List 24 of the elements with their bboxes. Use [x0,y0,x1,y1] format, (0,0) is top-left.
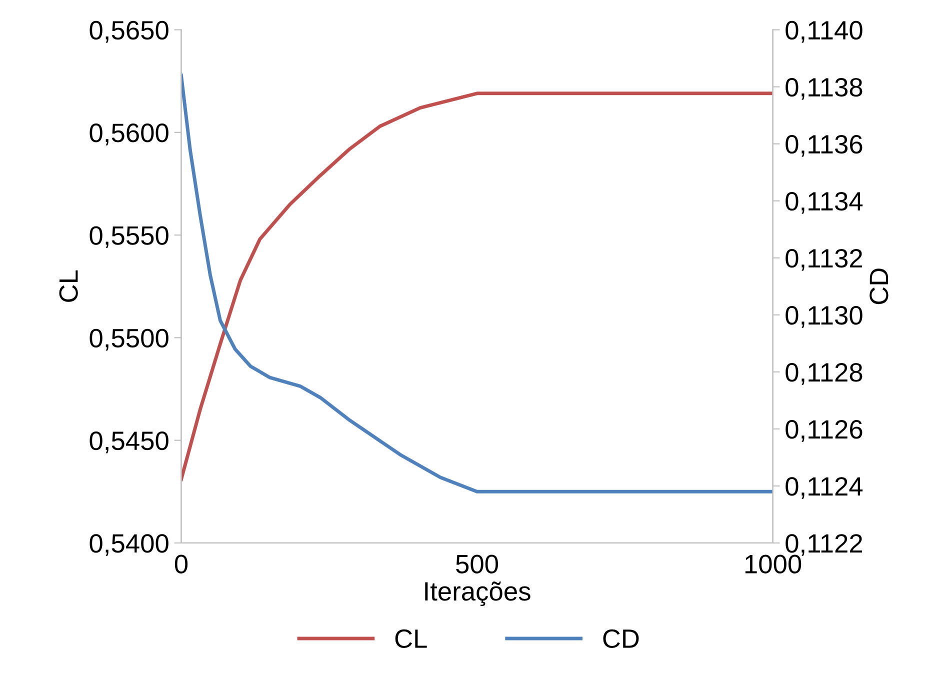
x-tick-label: 500 [456,554,498,574]
y-tick-label: 0,5650 [90,20,168,43]
y2-tick-label: 0,1130 [786,306,862,328]
y2-tick-label: 0,1126 [786,420,862,442]
y-tick-label: 0,5550 [90,226,168,248]
y2-tick-label: 0,1124 [786,477,863,499]
y2-axis-title: CD [870,268,888,304]
x-tick-label: 1000 [745,554,802,574]
y2-tick-label: 0,1136 [786,134,862,157]
legend-label: CD [603,629,639,648]
y2-tick-label: 0,1128 [786,363,862,385]
x-axis-title: Iterações [425,582,530,606]
legend-label: CL [395,629,427,648]
y-tick-label: 0,5600 [90,124,168,146]
y2-tick-label: 0,1138 [786,78,862,100]
y2-tick-label: 0,1140 [786,20,862,43]
y2-tick-label: 0,1134 [786,192,863,214]
y-tick-label: 0,5400 [90,534,168,556]
y-tick-label: 0,5450 [90,431,168,454]
y-axis-title: CL [59,270,78,302]
y2-tick-label: 0,1122 [786,534,862,556]
x-tick-label: 0 [174,554,188,574]
y2-tick-label: 0,1132 [786,248,862,271]
y-tick-label: 0,5500 [90,328,168,351]
